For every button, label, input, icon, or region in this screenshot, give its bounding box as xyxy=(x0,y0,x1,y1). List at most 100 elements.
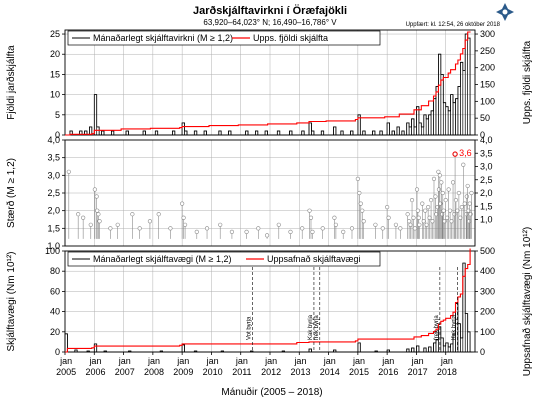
magnitude-point xyxy=(427,215,432,220)
magnitude-point xyxy=(440,212,445,217)
magnitude-point xyxy=(458,215,463,220)
x-tick-label-year: 2017 xyxy=(408,367,428,377)
magnitude-point xyxy=(307,208,312,213)
x-tick-label-year: 2005 xyxy=(56,367,76,377)
magnitude-point xyxy=(414,187,420,192)
right-tick-label: 300 xyxy=(480,286,495,296)
magnitude-point xyxy=(194,229,199,234)
cumulative-series xyxy=(65,31,471,136)
monthly-bar xyxy=(142,130,146,136)
monthly-bar xyxy=(391,130,395,136)
monthly-bar xyxy=(111,130,115,136)
right-tick-label: 200 xyxy=(480,63,495,73)
magnitude-point xyxy=(168,226,173,231)
monthly-bar xyxy=(462,70,466,136)
left-tick-label: 2,5 xyxy=(47,188,60,198)
magnitude-point xyxy=(341,229,346,234)
monthly-bar xyxy=(340,130,344,136)
legend-label-cumulative: Uppsafnað skjálftavægi xyxy=(267,254,361,264)
legend-box xyxy=(67,30,381,46)
magnitude-point xyxy=(415,208,420,213)
magnitude-point xyxy=(398,226,403,231)
left-tick-label: 5 xyxy=(55,110,60,120)
magnitude-point xyxy=(467,219,472,224)
monthly-bar xyxy=(411,347,415,353)
magnitude-point xyxy=(428,197,434,203)
monthly-bar xyxy=(357,114,361,136)
right-tick-label: 250 xyxy=(480,46,495,56)
right-tick-label: 1,5 xyxy=(480,201,493,211)
magnitude-point xyxy=(355,176,360,181)
right-tick-label: 2,5 xyxy=(480,175,493,185)
left-tick-label: 0 xyxy=(55,130,60,140)
monthly-bar xyxy=(89,126,93,136)
monthly-bar xyxy=(181,344,185,353)
magnitude-point xyxy=(426,205,431,210)
x-tick-label-month: jan xyxy=(323,356,336,366)
left-tick-label: 2,0 xyxy=(47,206,60,216)
monthly-bar xyxy=(401,130,405,136)
magnitude-point xyxy=(204,226,210,231)
x-tick-label-month: jan xyxy=(411,356,424,366)
x-tick-label-month: jan xyxy=(264,356,277,366)
x-tick-label-year: 2015 xyxy=(349,367,369,377)
magnitude-point xyxy=(439,180,444,185)
x-axis: jan2005jan2006jan2007jan2008jan2009jan20… xyxy=(56,352,457,377)
monthly-bar xyxy=(86,350,90,353)
monthly-bar xyxy=(93,94,98,136)
right-tick-label: 100 xyxy=(480,327,495,337)
magnitude-point xyxy=(380,226,385,231)
monthly-bar xyxy=(154,130,159,136)
monthly-bar xyxy=(311,130,315,136)
updated-timestamp: Uppfært: kl. 12:54, 26 október 2018 xyxy=(406,22,501,28)
magnitude-point xyxy=(130,212,135,217)
magnitude-point xyxy=(456,190,461,196)
x-tick-label-year: 2016 xyxy=(378,367,398,377)
x-tick-label-month: jan xyxy=(235,356,248,366)
y-axis-label-right: Uppsafnað skjálftavægi (Nm 10¹²) xyxy=(521,227,533,377)
monthly-bar xyxy=(159,350,163,353)
monthly-bar xyxy=(250,350,254,353)
left-tick-label: 20 xyxy=(50,49,60,59)
monthly-bar xyxy=(301,130,305,136)
monthly-bar xyxy=(416,106,420,136)
magnitude-point xyxy=(433,194,438,199)
y-axis-label-left: Fjöldi jarðskjálfta xyxy=(5,45,17,120)
monthly-bar xyxy=(442,102,447,136)
monthly-bar xyxy=(357,342,361,353)
magnitude-point xyxy=(276,222,281,227)
magnitude-point xyxy=(411,215,416,220)
magnitude-point xyxy=(409,197,415,203)
annotation-label: frek byrja xyxy=(434,315,440,340)
magnitude-point xyxy=(229,229,235,234)
magnitude-point xyxy=(438,201,443,206)
monthly-bar xyxy=(455,98,459,136)
magnitude-point xyxy=(156,212,161,217)
y-axis-label-right: Upps. fjöldi skjálfta xyxy=(522,40,533,124)
right-tick-label: 150 xyxy=(480,80,495,90)
x-tick-label-month: jan xyxy=(381,356,394,366)
magnitude-point xyxy=(430,219,435,224)
magnitude-point xyxy=(66,169,71,174)
annotation-label: Vot byrja xyxy=(246,316,252,340)
magnitude-point xyxy=(244,229,249,234)
magnitude-point xyxy=(424,222,429,227)
monthly-bar xyxy=(308,122,312,136)
max-magnitude-marker xyxy=(452,151,458,157)
monthly-bar xyxy=(467,37,471,136)
magnitude-point xyxy=(115,222,120,227)
annotation-label: Kak byrja xyxy=(451,314,457,340)
x-tick-label-year: 2008 xyxy=(144,367,164,377)
magnitude-point xyxy=(423,208,428,213)
magnitude-point xyxy=(467,201,472,206)
x-tick-label-year: 2012 xyxy=(261,367,281,377)
panel-moment: 0 20 40 60 80 100 0 100 200 300 400 500 Vot byrja Kak… xyxy=(6,227,533,377)
legend-box xyxy=(67,251,381,267)
monthly-bar xyxy=(445,106,449,136)
x-axis-label: Mánuðir (2005 – 2018) xyxy=(221,386,322,398)
magnitude-point xyxy=(420,201,425,206)
monthly-bar xyxy=(103,350,107,353)
left-tick-label: 100 xyxy=(45,246,60,256)
magnitude-point xyxy=(373,222,378,227)
